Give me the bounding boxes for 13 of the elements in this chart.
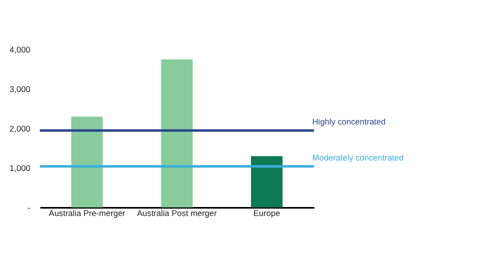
bar xyxy=(161,59,193,208)
y-tick-label: 2,000 xyxy=(10,123,31,134)
y-tick-label: 4,000 xyxy=(10,44,31,54)
x-tick-label: Europe xyxy=(253,208,281,218)
y-tick-label: - xyxy=(28,202,31,212)
x-tick-label: Australia Post merger xyxy=(137,208,218,218)
x-tick-label: Australia Pre-merger xyxy=(48,208,126,218)
bar xyxy=(250,156,283,208)
y-tick-label: 1,000 xyxy=(10,162,31,173)
y-tick-label: 3,000 xyxy=(10,84,31,94)
ref-line-label: Highly concentrated xyxy=(312,116,386,127)
bar xyxy=(71,116,103,208)
ref-line-label: Moderately concentrated xyxy=(312,152,404,163)
